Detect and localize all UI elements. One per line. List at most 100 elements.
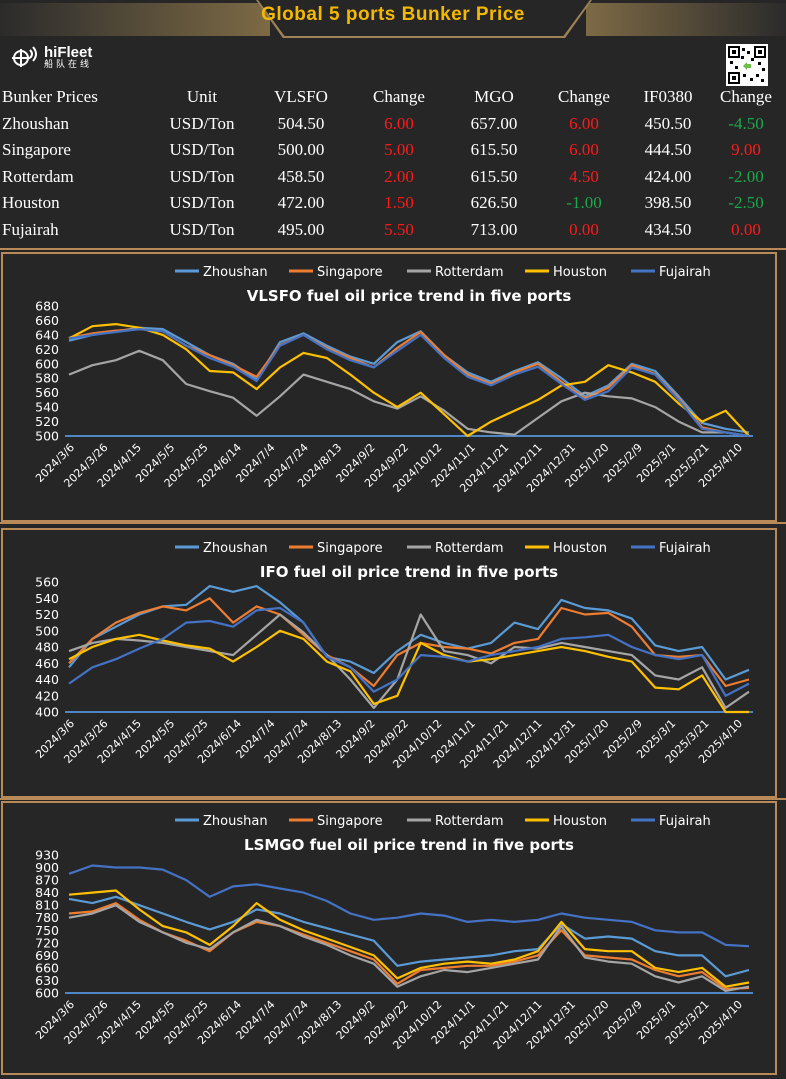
y-tick-label: 840 [35, 885, 59, 900]
legend-label: Houston [553, 814, 607, 829]
unit: USD/Ton [169, 113, 235, 133]
legend-label: Rotterdam [435, 265, 504, 280]
vlsfo-change: 5.00 [384, 140, 414, 160]
vlsfo-price: 495.00 [277, 219, 325, 239]
y-tick-label: 580 [35, 371, 59, 386]
if0380-price: 444.50 [644, 140, 692, 160]
mgo-price: 657.00 [470, 113, 518, 133]
legend-item-rotterdam: Rotterdam [407, 541, 504, 556]
y-tick-label: 400 [35, 705, 59, 720]
header-mgo-change: Change [558, 87, 610, 107]
unit: USD/Ton [169, 166, 235, 186]
series-line-singapore [68, 901, 750, 990]
series-line-rotterdam [68, 904, 750, 992]
if0380-change: -4.50 [728, 113, 764, 133]
series-line-fujairah [68, 606, 750, 697]
y-tick-label: 660 [35, 313, 59, 328]
legend-label: Fujairah [659, 814, 711, 829]
legend-item-zhoushan: Zhoushan [175, 541, 268, 556]
legend-item-zhoushan: Zhoushan [175, 814, 268, 829]
legend-item-fujairah: Fujairah [631, 541, 711, 556]
unit: USD/Ton [169, 193, 235, 213]
legend-label: Rotterdam [435, 541, 504, 556]
legend-label: Fujairah [659, 541, 711, 556]
lsmgo-chart: Zhoushan Singapore Rotterdam Houston Fujaira… [33, 814, 753, 1052]
y-tick-label: 900 [35, 860, 59, 875]
y-tick-label: 500 [35, 623, 59, 638]
legend-item-rotterdam: Rotterdam [407, 814, 504, 829]
port-name: Houston [2, 193, 60, 213]
vlsfo-price: 504.50 [277, 113, 325, 133]
legend-item-singapore: Singapore [289, 541, 383, 556]
mgo-change: 4.50 [569, 166, 599, 186]
y-tick-label: 560 [35, 385, 59, 400]
if0380-change: -2.50 [728, 193, 764, 213]
series-line-fujairah [68, 864, 750, 948]
hifleet-logo: hiFleet 船队在线 [10, 44, 92, 70]
y-tick-label: 540 [35, 400, 59, 415]
header-mgo: MGO [474, 87, 514, 107]
mgo-price: 713.00 [470, 219, 518, 239]
vlsfo-change: 1.50 [384, 193, 414, 213]
port-name: Singapore [2, 140, 71, 160]
legend-label: Singapore [317, 265, 383, 280]
mgo-price: 626.50 [470, 193, 518, 213]
y-tick-label: 720 [35, 935, 59, 950]
if0380-change: 0.00 [731, 219, 761, 239]
y-tick-label: 870 [35, 873, 59, 888]
chart-title: LSMGO fuel oil price trend in five ports [244, 836, 574, 854]
y-tick-label: 600 [35, 986, 59, 1001]
chart-title: IFO fuel oil price trend in five ports [260, 563, 558, 581]
legend-item-houston: Houston [525, 265, 607, 280]
separator-line [0, 798, 786, 800]
y-tick-label: 420 [35, 688, 59, 703]
ship-wheel-icon [12, 46, 37, 67]
y-tick-label: 440 [35, 672, 59, 687]
y-tick-label: 600 [35, 356, 59, 371]
if0380-change: -2.00 [728, 166, 764, 186]
header-if0380-change: Change [720, 87, 772, 107]
y-tick-label: 500 [35, 429, 59, 444]
qr-code-graphic [728, 46, 766, 84]
series-line-houston [68, 889, 750, 988]
legend-label: Zhoushan [203, 265, 268, 280]
y-tick-label: 560 [35, 575, 59, 590]
if0380-price: 450.50 [644, 113, 692, 133]
y-tick-label: 680 [35, 299, 59, 314]
y-tick-label: 640 [35, 327, 59, 342]
separator-line [0, 522, 786, 524]
series-line-houston [68, 629, 749, 714]
vlsfo-price: 500.00 [277, 140, 325, 160]
series-line-zhoushan [68, 326, 750, 434]
qr-code-icon [726, 44, 768, 86]
y-tick-label: 520 [35, 607, 59, 622]
table-row: Rotterdam USD/Ton 458.50 2.00 615.50 4.5… [2, 164, 784, 191]
if0380-change: 9.00 [731, 140, 761, 160]
legend-item-fujairah: Fujairah [631, 265, 711, 280]
series-line-rotterdam [68, 613, 750, 709]
series-line-zhoushan [68, 584, 750, 681]
series-line-fujairah [68, 327, 750, 438]
table-row: Fujairah USD/Ton 495.00 5.50 713.00 0.00… [2, 217, 784, 244]
y-tick-label: 630 [35, 973, 59, 988]
unit: USD/Ton [169, 219, 235, 239]
unit: USD/Ton [169, 140, 235, 160]
port-name: Fujairah [2, 219, 59, 239]
y-tick-label: 810 [35, 898, 59, 913]
if0380-price: 398.50 [644, 193, 692, 213]
port-name: Zhoushan [2, 113, 70, 133]
mgo-price: 615.50 [470, 166, 518, 186]
table-row: Singapore USD/Ton 500.00 5.00 615.50 6.0… [2, 137, 784, 164]
series-line-houston [68, 322, 750, 438]
y-tick-label: 780 [35, 910, 59, 925]
legend-label: Singapore [317, 814, 383, 829]
y-tick-label: 520 [35, 414, 59, 429]
mgo-price: 615.50 [470, 140, 518, 160]
y-tick-label: 540 [35, 591, 59, 606]
y-tick-label: 460 [35, 656, 59, 671]
mgo-change: 6.00 [569, 113, 599, 133]
y-tick-label: 480 [35, 640, 59, 655]
if0380-price: 434.50 [644, 219, 692, 239]
y-tick-label: 690 [35, 948, 59, 963]
vlsfo-change: 2.00 [384, 166, 414, 186]
